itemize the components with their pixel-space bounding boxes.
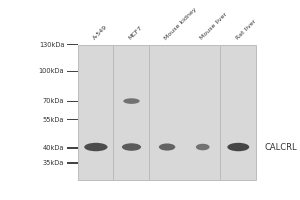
Text: MCF7: MCF7	[128, 25, 144, 41]
Bar	[184, 45, 185, 180]
Ellipse shape	[123, 98, 140, 104]
Text: 130kDa: 130kDa	[39, 42, 64, 48]
Text: 35kDa: 35kDa	[43, 160, 64, 166]
Bar	[67, 147, 78, 149]
Bar	[67, 71, 78, 72]
Ellipse shape	[84, 143, 107, 151]
Ellipse shape	[196, 144, 210, 150]
Bar	[67, 101, 78, 102]
Text: A-549: A-549	[92, 25, 109, 41]
Bar	[113, 45, 114, 180]
Ellipse shape	[227, 143, 249, 151]
Text: CALCRL: CALCRL	[264, 143, 297, 152]
Bar	[78, 45, 256, 180]
Text: Mouse kidney: Mouse kidney	[164, 7, 198, 41]
Ellipse shape	[122, 143, 141, 151]
Text: 55kDa: 55kDa	[43, 117, 64, 123]
Bar	[149, 45, 150, 180]
Text: Mouse liver: Mouse liver	[199, 12, 228, 41]
Bar	[67, 119, 78, 120]
Ellipse shape	[159, 143, 175, 151]
Text: Rat liver: Rat liver	[235, 19, 257, 41]
Text: 70kDa: 70kDa	[43, 98, 64, 104]
Text: 40kDa: 40kDa	[43, 145, 64, 151]
Bar	[67, 44, 78, 45]
Text: 100kDa: 100kDa	[39, 68, 64, 74]
Bar	[220, 45, 221, 180]
Bar	[67, 162, 78, 164]
